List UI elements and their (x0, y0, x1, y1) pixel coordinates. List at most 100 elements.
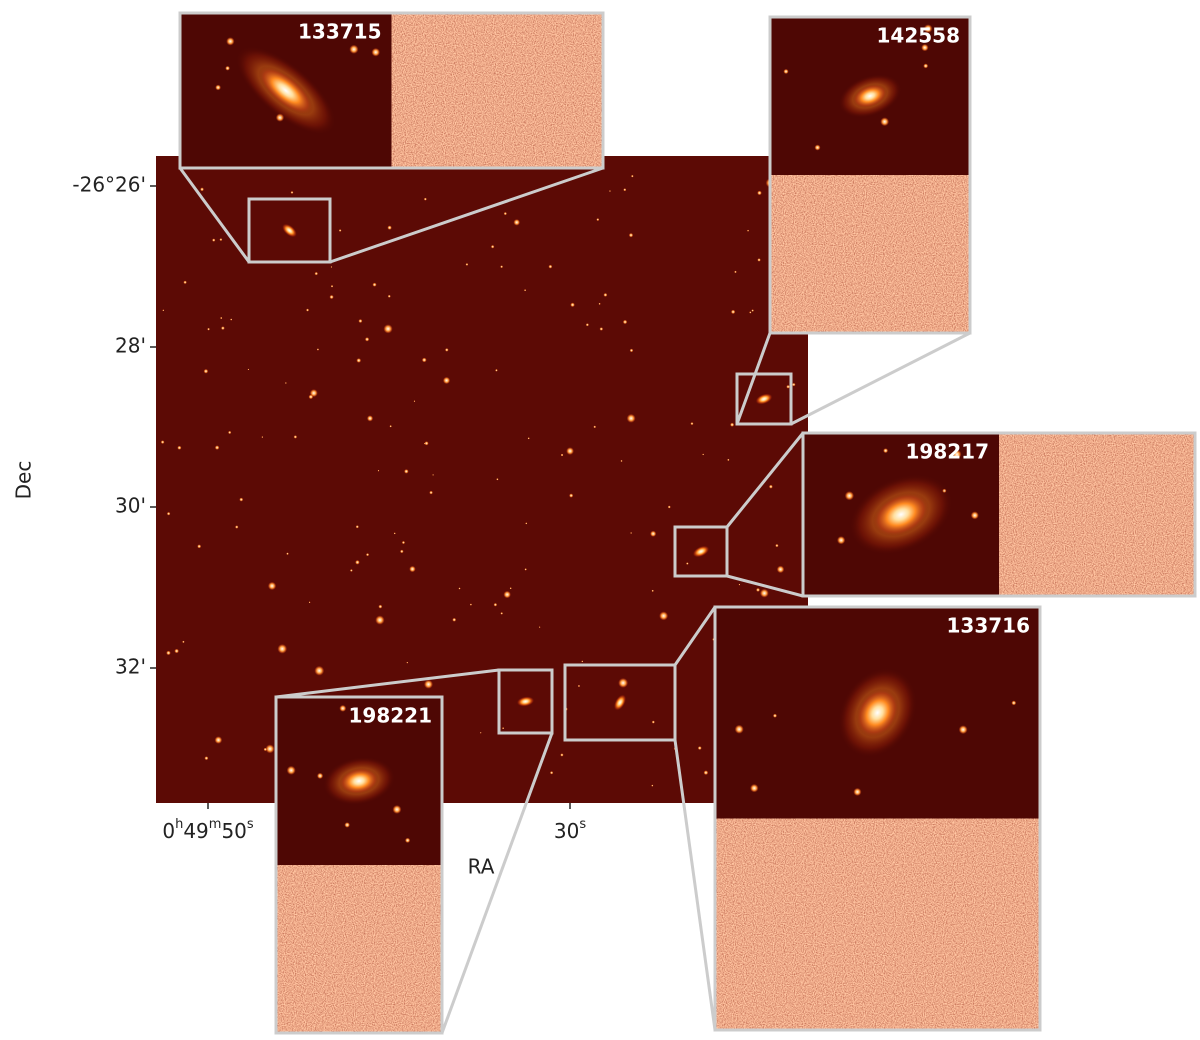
star (923, 63, 929, 69)
star (383, 324, 393, 334)
star (182, 640, 185, 644)
star (970, 511, 979, 520)
star (757, 190, 762, 196)
residual-image (715, 818, 1040, 1030)
star (329, 294, 334, 300)
galaxy (613, 694, 627, 711)
star (316, 772, 324, 779)
star (500, 265, 504, 269)
star (853, 787, 862, 796)
star (230, 318, 233, 321)
galaxy (855, 688, 900, 738)
star (503, 590, 511, 599)
star (404, 469, 409, 474)
star (479, 731, 482, 734)
star (203, 368, 209, 374)
star (277, 644, 288, 654)
star (284, 382, 287, 384)
x-tick-label-part: 0 (162, 819, 175, 843)
galaxy (281, 223, 298, 238)
star (609, 190, 611, 192)
y-tick-label: -26°26' (72, 173, 146, 197)
star (177, 445, 182, 450)
residual-image (391, 13, 603, 168)
star (166, 650, 171, 656)
star (549, 771, 554, 775)
inset-label: 198217 (906, 440, 990, 464)
star (314, 665, 325, 676)
inset-label: 142558 (877, 24, 961, 48)
star (366, 415, 374, 422)
star (261, 436, 264, 438)
star (413, 400, 416, 403)
star (166, 511, 171, 516)
star (650, 530, 657, 537)
star (686, 562, 689, 565)
star (651, 784, 654, 787)
star (239, 497, 244, 502)
star (364, 337, 370, 342)
star (496, 478, 499, 481)
star (162, 309, 165, 312)
star (214, 445, 220, 450)
star (585, 323, 589, 327)
star (524, 289, 527, 292)
inset-label: 133715 (298, 20, 382, 44)
source-box (497, 668, 554, 735)
inset-border (274, 695, 444, 1035)
source-box (673, 525, 729, 578)
star (659, 611, 669, 621)
star (560, 753, 564, 757)
star (404, 837, 411, 843)
star (768, 484, 773, 489)
star (219, 238, 223, 242)
galaxy (872, 492, 930, 537)
star (424, 441, 429, 446)
star (392, 805, 402, 814)
connector (726, 574, 804, 598)
star (626, 413, 636, 423)
star (569, 493, 574, 498)
star (883, 448, 889, 454)
star (293, 435, 298, 439)
star (620, 459, 623, 463)
star (400, 549, 404, 554)
star (225, 65, 230, 71)
star (734, 270, 737, 274)
star (749, 311, 752, 314)
star (596, 218, 600, 222)
star (330, 285, 334, 288)
star (228, 430, 232, 435)
star (814, 144, 821, 151)
star (207, 327, 210, 331)
star (837, 536, 846, 545)
star (792, 382, 796, 387)
connector (673, 606, 717, 666)
star (560, 453, 564, 457)
star (409, 565, 416, 573)
star (423, 679, 433, 689)
star (378, 604, 383, 609)
star (500, 612, 503, 615)
star (629, 348, 634, 353)
star (751, 309, 754, 312)
star (598, 302, 601, 305)
star (734, 724, 744, 734)
star (212, 238, 216, 242)
star (389, 425, 392, 428)
star (593, 425, 597, 429)
star (365, 553, 370, 557)
connector (275, 668, 500, 699)
connector (673, 739, 717, 1031)
star (630, 532, 633, 534)
connector (440, 732, 554, 1034)
x-tick-label: 0h49m50s (162, 817, 254, 843)
star (355, 560, 360, 565)
y-tick-label: 30' (115, 494, 146, 518)
star (628, 232, 634, 238)
residual-image (770, 175, 970, 333)
star (690, 422, 694, 426)
galaxy (258, 66, 314, 115)
star (406, 661, 409, 664)
connector (790, 331, 971, 426)
